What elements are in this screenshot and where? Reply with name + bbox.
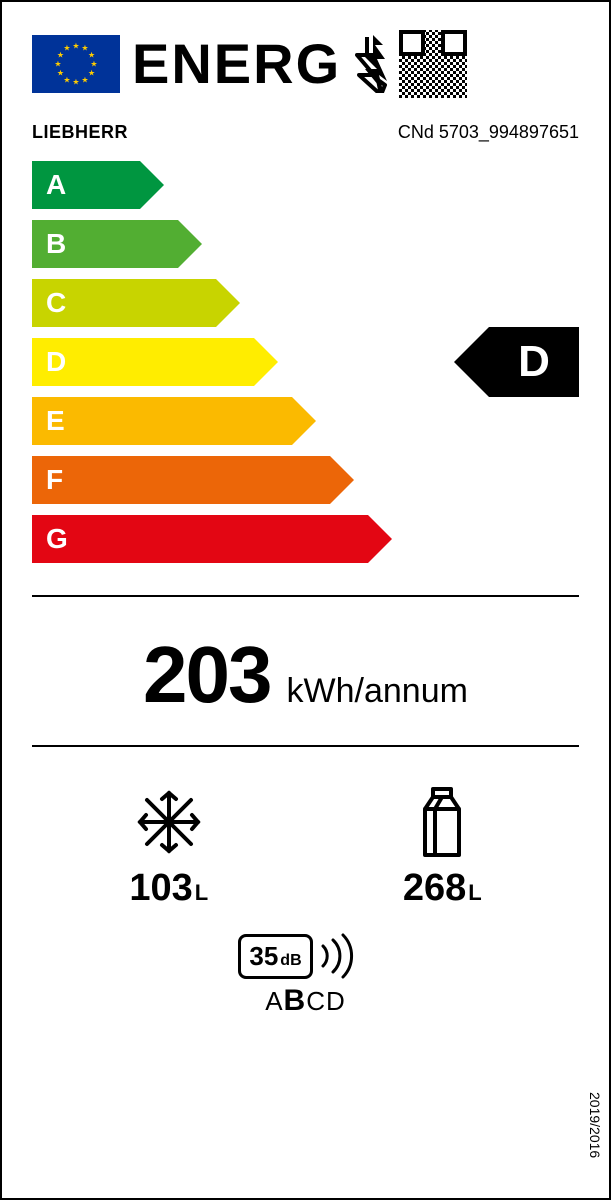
scale-row-b: B: [32, 220, 178, 268]
noise-scale-letter: B: [284, 984, 307, 1017]
scale-row-g: G: [32, 515, 368, 563]
noise-section: 35 dB ABCD: [32, 920, 579, 1018]
scale-row-c: C: [32, 279, 216, 327]
scale-row-a: A: [32, 161, 140, 209]
divider: [32, 595, 579, 597]
noise-badge: 35 dB: [238, 934, 312, 979]
freezer-unit: L: [195, 880, 208, 905]
noise-unit: dB: [280, 952, 301, 970]
consumption-value: 203: [143, 629, 270, 721]
freezer-value: 103: [129, 867, 192, 909]
energy-scale: D ABCDEFG: [32, 161, 579, 581]
milk-carton-icon: [403, 785, 482, 859]
fridge-volume: 268L: [403, 785, 482, 910]
rating-letter: D: [489, 327, 579, 397]
fridge-value: 268: [403, 867, 466, 909]
energy-title: ENERG: [132, 36, 341, 92]
scale-row-d: D: [32, 338, 254, 386]
scale-letter: E: [46, 405, 65, 437]
header: ★★★★★★★★★★★★ ENERG: [32, 30, 579, 98]
qr-code-icon: [399, 30, 467, 98]
eu-flag-icon: ★★★★★★★★★★★★: [32, 35, 120, 93]
consumption-row: 203 kWh/annum: [32, 611, 579, 731]
regulation-number: 2019/2016: [587, 1092, 603, 1158]
model-number: CNd 5703_994897651: [398, 122, 579, 143]
noise-scale-letter: D: [326, 986, 346, 1016]
fridge-unit: L: [468, 880, 481, 905]
scale-letter: F: [46, 464, 63, 496]
scale-row-e: E: [32, 397, 292, 445]
noise-scale-letter: C: [306, 986, 326, 1016]
brand-model-row: LIEBHERR CNd 5703_994897651: [32, 122, 579, 143]
scale-row-f: F: [32, 456, 330, 504]
sound-waves-icon: [317, 932, 373, 980]
divider: [32, 745, 579, 747]
lightning-icon: [353, 35, 387, 93]
scale-letter: A: [46, 169, 66, 201]
scale-letter: D: [46, 346, 66, 378]
noise-scale-letter: A: [265, 986, 283, 1016]
noise-value: 35: [249, 941, 278, 972]
volumes-row: 103L 268L: [32, 761, 579, 920]
scale-letter: G: [46, 523, 68, 555]
scale-letter: B: [46, 228, 66, 260]
brand-name: LIEBHERR: [32, 122, 128, 143]
noise-scale: ABCD: [32, 984, 579, 1018]
freezer-volume: 103L: [129, 785, 208, 910]
snowflake-icon: [129, 785, 208, 859]
scale-letter: C: [46, 287, 66, 319]
consumption-unit: kWh/annum: [287, 672, 468, 711]
rating-pointer: D: [489, 327, 579, 397]
